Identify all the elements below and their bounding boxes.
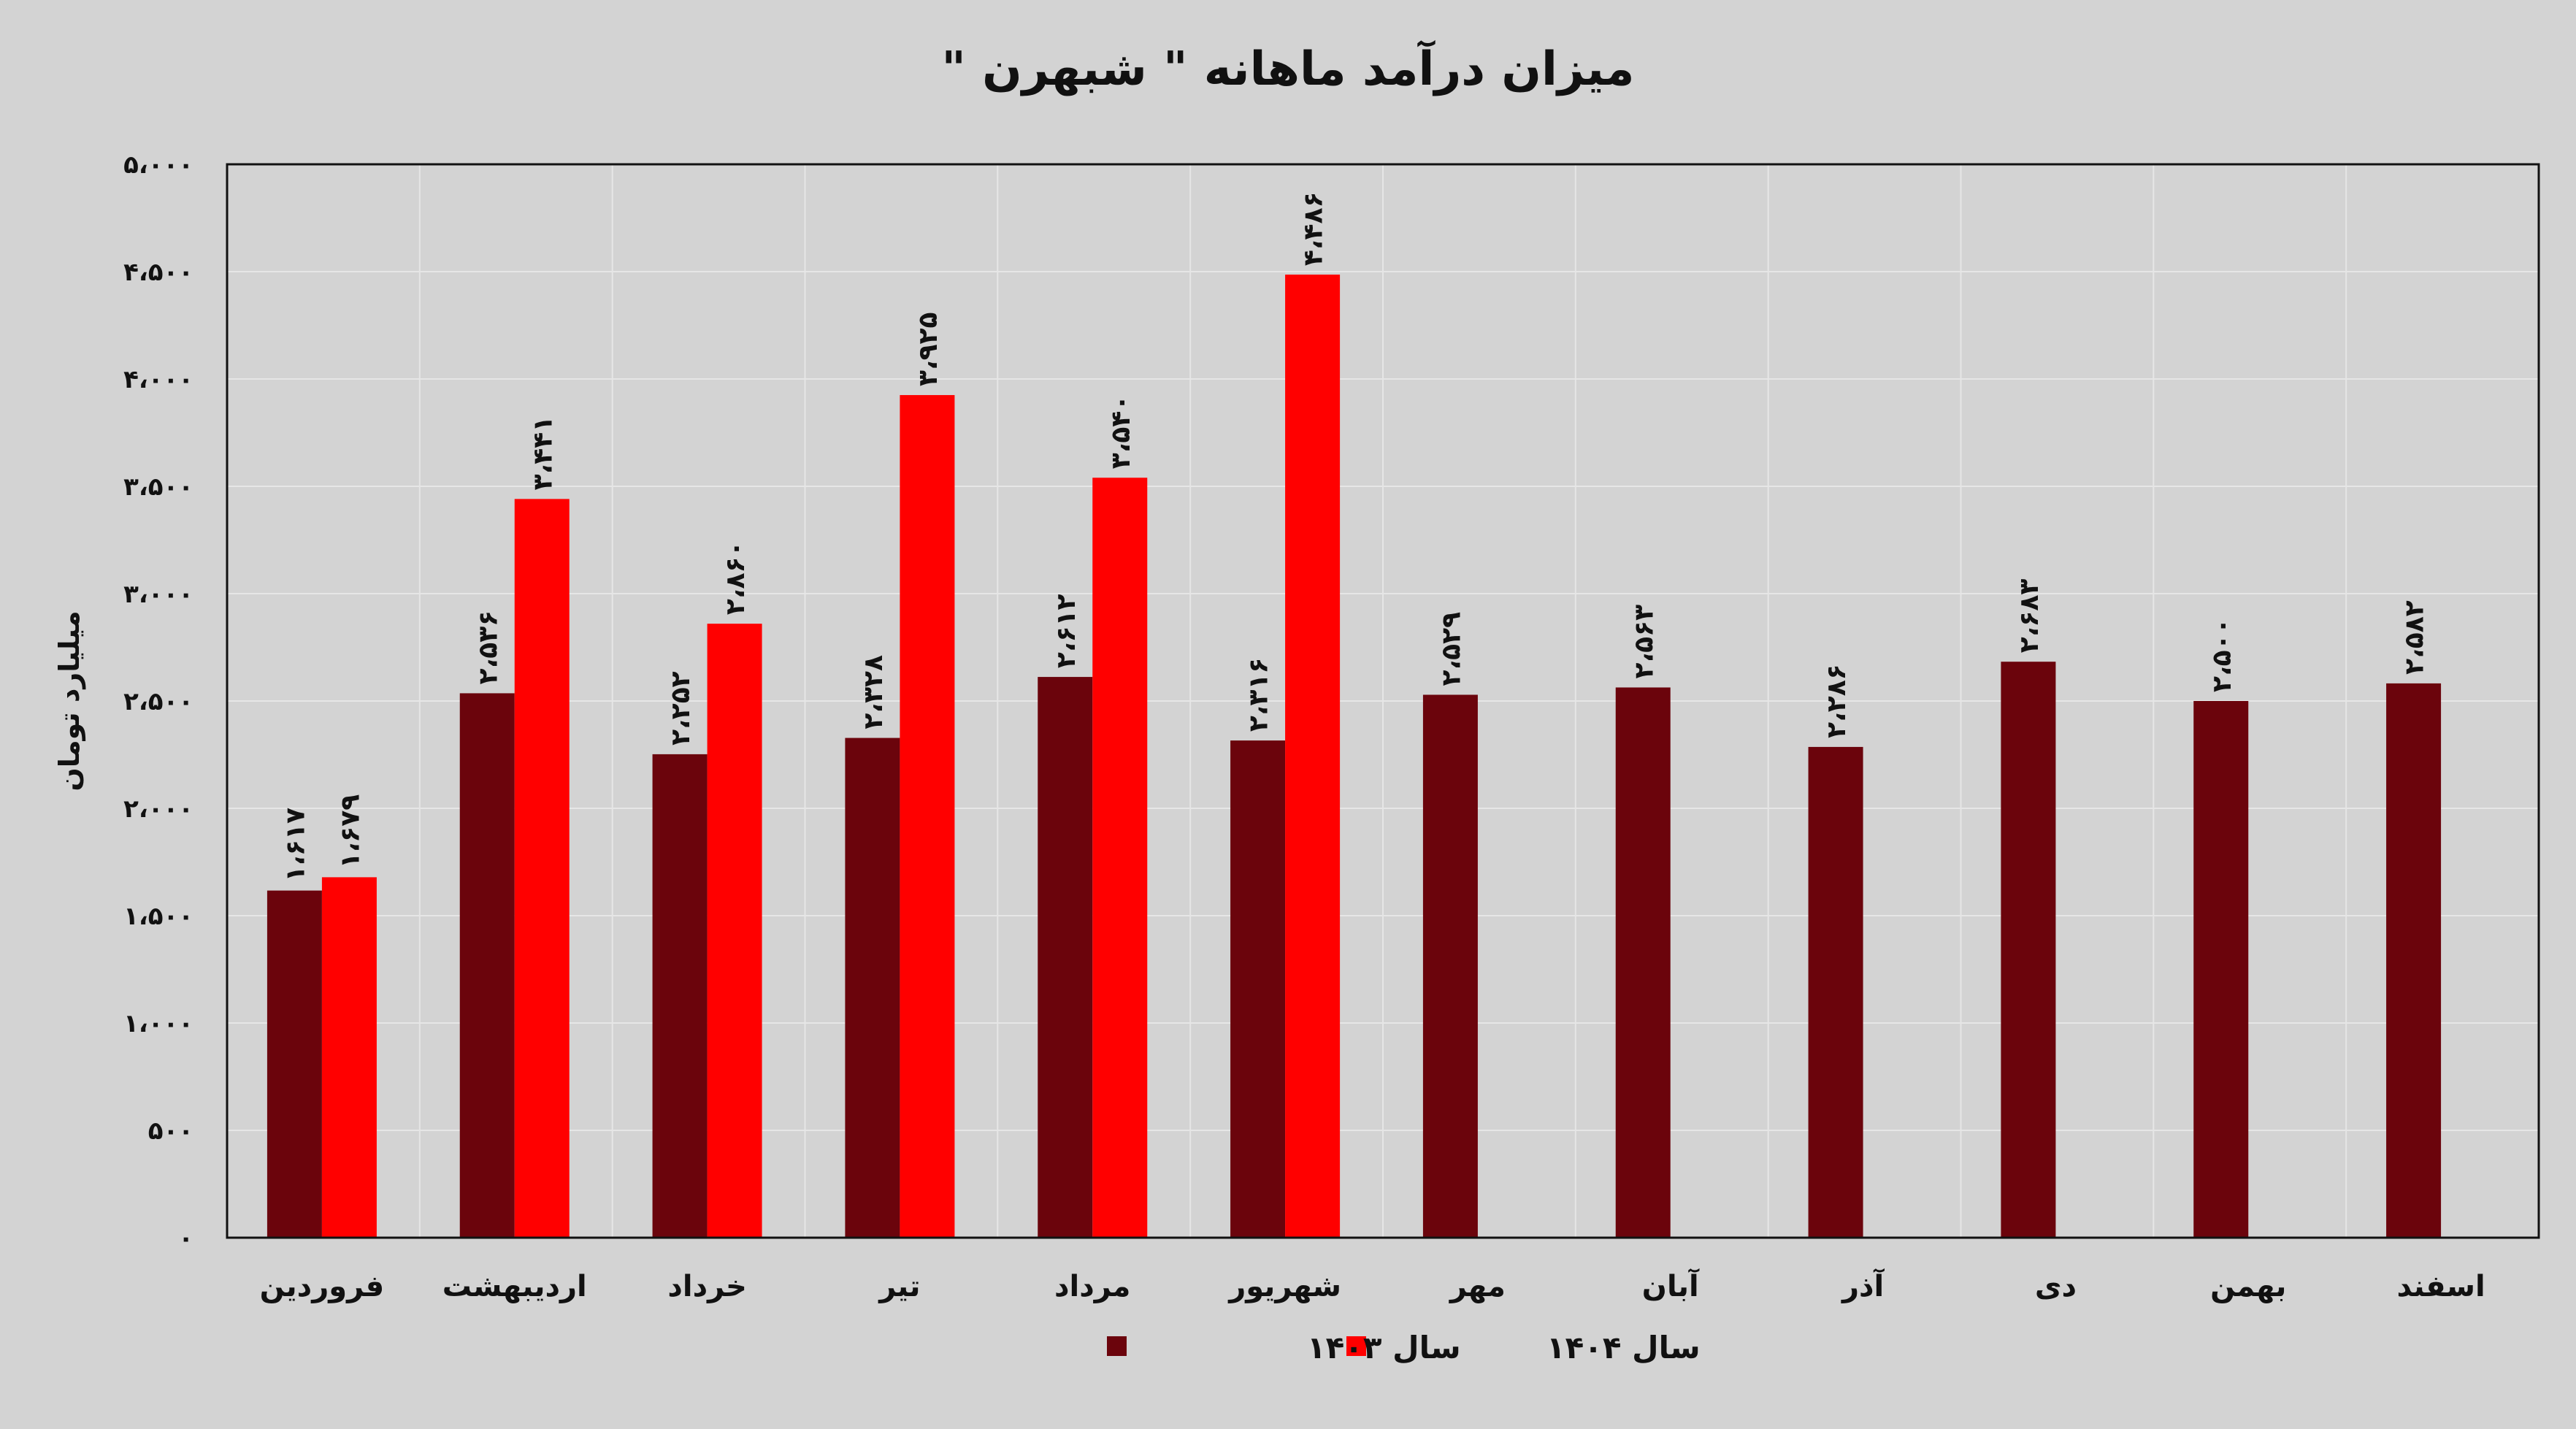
legend: سال ۱۴۰۴ سال ۱۴۰۳ (1107, 1330, 1701, 1365)
y-tick-label: ۰ (178, 1224, 193, 1253)
data-labels: ۱،۶۱۷ ۱،۶۷۹ ۲،۵۳۶ ۳،۴۴۱ ۲،۲۵۲ ۲،۸۶۰ ۲،۳۲۸ ۳،۹۲۵… (280, 192, 2429, 882)
data-label: ۳،۹۲۵ (913, 312, 943, 386)
plot-area-frame (226, 163, 2540, 1239)
data-label: ۲،۶۱۲ (1051, 594, 1081, 668)
data-label: ۲،۵۳۶ (473, 610, 503, 685)
data-label: ۲،۵۲۹ (1436, 612, 1466, 686)
legend-entry: سال ۱۴۰۳ (1307, 1330, 1461, 1365)
bar-series-2 (514, 499, 570, 1238)
bars (267, 275, 2442, 1238)
data-label: ۲،۵۰۰ (2207, 618, 2237, 692)
x-tick-label: خرداد (667, 1270, 746, 1303)
x-tick-label: آذر (1841, 1268, 1885, 1303)
data-label: ۲،۵۸۲ (2400, 600, 2430, 675)
bar-series-1 (2386, 683, 2442, 1238)
bar-series-1 (845, 738, 900, 1238)
y-tick-label: ۳،۵۰۰ (123, 472, 193, 502)
bar-series-1 (1615, 687, 1671, 1238)
x-tick-label: تیر (878, 1270, 920, 1303)
legend-marker (1346, 1336, 1366, 1356)
bar-series-2 (707, 624, 762, 1238)
x-tick-label: مهر (1449, 1270, 1506, 1303)
y-axis-label: میلیارد تومان (53, 610, 85, 791)
y-tick-label: ۲،۵۰۰ (123, 687, 193, 716)
data-label: ۱،۶۷۹ (335, 794, 365, 869)
bar-series-1 (1230, 740, 1286, 1238)
x-tick-label: آبان (1642, 1268, 1700, 1303)
data-label: ۴،۴۸۶ (1299, 192, 1329, 267)
data-label: ۱،۶۱۷ (280, 808, 310, 882)
y-axis-ticks: ۰ ۵۰۰ ۱،۰۰۰ ۱،۵۰۰ ۲،۰۰۰ ۲،۵۰۰ ۳،۰۰۰ ۳،۵۰۰ ۴،۰۰۰ ۴… (123, 150, 193, 1253)
bar-series-1 (459, 693, 515, 1238)
data-label: ۲،۲۵۲ (666, 671, 696, 746)
x-tick-label: اردیبهشت (442, 1270, 587, 1303)
data-label: ۲،۳۱۶ (1244, 658, 1274, 732)
y-tick-label: ۵۰۰ (148, 1116, 193, 1146)
data-label: ۳،۴۴۱ (528, 416, 558, 491)
bar-series-1 (652, 754, 708, 1238)
x-tick-label: فروردین (260, 1270, 385, 1303)
data-label: ۲،۳۲۸ (859, 655, 889, 729)
x-tick-label: اسفند (2396, 1270, 2485, 1303)
x-tick-label: بهمن (2210, 1270, 2286, 1303)
data-label: ۲،۲۸۶ (1822, 664, 1852, 738)
x-axis-ticks: فروردین اردیبهشت خرداد تیر مرداد شهریور مهر آبا… (260, 1268, 2485, 1303)
legend-marker (1107, 1336, 1127, 1356)
y-tick-label: ۳،۰۰۰ (123, 580, 193, 609)
gridlines (227, 164, 2539, 1238)
legend-entry: سال ۱۴۰۴ (1546, 1330, 1701, 1365)
y-tick-label: ۲،۰۰۰ (123, 794, 193, 824)
bar-series-1 (1808, 746, 1863, 1238)
bar-series-2 (900, 395, 955, 1238)
bar-series-1 (1038, 677, 1093, 1238)
bar-series-2 (321, 877, 377, 1238)
bar-series-2 (1092, 478, 1148, 1238)
y-tick-label: ۴،۵۰۰ (123, 258, 193, 287)
y-tick-label: ۱،۰۰۰ (123, 1009, 193, 1038)
x-tick-label: شهریور (1227, 1270, 1341, 1303)
x-tick-label: مرداد (1054, 1270, 1130, 1303)
data-label: ۲،۵۶۳ (1629, 605, 1659, 679)
y-tick-label: ۴،۰۰۰ (123, 365, 193, 394)
bar-series-2 (1285, 275, 1341, 1238)
data-label: ۲،۸۶۰ (721, 541, 751, 616)
bar-series-1 (2193, 701, 2249, 1238)
chart-title: میزان درآمد ماهانه " شبهرن " (941, 39, 1634, 96)
bar-series-1 (267, 890, 322, 1238)
x-tick-label: دی (2035, 1270, 2077, 1303)
y-tick-label: ۱،۵۰۰ (123, 902, 193, 931)
data-label: ۲،۶۸۳ (2015, 579, 2044, 654)
y-tick-label: ۵،۰۰۰ (123, 150, 193, 180)
bar-series-1 (1422, 694, 1478, 1238)
data-label: ۳،۵۴۰ (1106, 395, 1136, 470)
bar-series-1 (2001, 662, 2056, 1238)
